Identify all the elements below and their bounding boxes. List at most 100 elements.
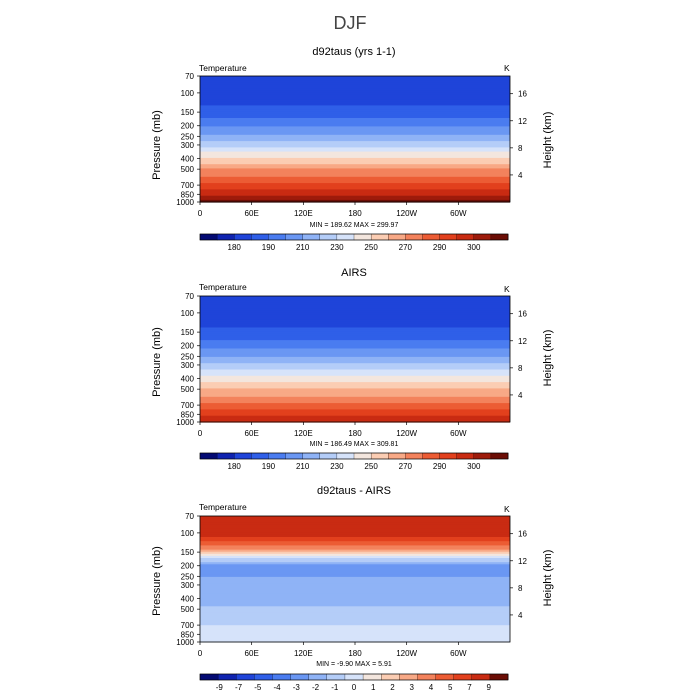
colorbar-label: 9	[487, 683, 492, 692]
contour-band	[200, 298, 510, 301]
contour-band	[200, 377, 510, 381]
contour-band	[200, 350, 510, 354]
contour-band	[200, 164, 510, 167]
colorbar-swatch	[439, 233, 458, 241]
variable-label: Temperature	[199, 502, 247, 512]
units-label: K	[504, 284, 510, 294]
contour-band	[200, 639, 510, 643]
contour-band	[200, 323, 510, 326]
contour-band	[200, 111, 510, 115]
colorbar-swatch	[199, 452, 218, 460]
contour-band	[200, 572, 510, 576]
x-tick-label: 120W	[396, 429, 417, 438]
contour-band	[200, 367, 510, 371]
contour-band	[200, 174, 510, 178]
contour-band	[200, 409, 510, 413]
contour-band	[200, 178, 510, 182]
colorbar-swatch	[370, 452, 389, 460]
y2-axis-title: Height (km)	[542, 550, 554, 607]
contour-band	[200, 380, 510, 383]
y-tick-label: 150	[181, 548, 195, 557]
y2-tick-label: 4	[518, 171, 523, 180]
colorbar-swatch	[405, 452, 423, 460]
contour-band	[200, 356, 510, 360]
y-tick-label: 700	[181, 621, 195, 630]
contour-band	[200, 361, 510, 364]
contour-band	[200, 331, 510, 335]
contour-band	[200, 522, 510, 525]
colorbar-label: -4	[273, 683, 281, 692]
contour-band	[200, 589, 510, 593]
colorbar-swatch	[439, 452, 458, 460]
colorbar-label: 190	[262, 243, 276, 252]
contour-band	[200, 637, 510, 641]
contour-band	[200, 308, 510, 312]
y2-tick-label: 12	[518, 557, 527, 566]
contour-band	[200, 602, 510, 605]
contour-band	[200, 126, 510, 130]
y-tick-label: 500	[181, 385, 195, 394]
contour-band	[200, 94, 510, 98]
colorbar-swatch	[336, 233, 355, 241]
contour-band	[200, 139, 510, 142]
contour-band	[200, 151, 510, 155]
contour-band	[200, 543, 510, 546]
contour-band	[200, 335, 510, 339]
colorbar-label: -3	[293, 683, 301, 692]
colorbar-swatch	[405, 233, 423, 241]
contour-band	[200, 576, 510, 580]
colorbar-swatch	[344, 673, 364, 681]
y2-axis-title: Height (km)	[542, 330, 554, 387]
contour-band	[200, 560, 510, 563]
contour-band	[200, 539, 510, 542]
contour-band	[200, 530, 510, 534]
contour-band	[200, 581, 510, 584]
panel-1: d92taus (yrs 1-1) Temperature K Pressure…	[151, 46, 554, 252]
units-label: K	[504, 504, 510, 514]
contour-band	[200, 574, 510, 578]
contour-band	[200, 170, 510, 174]
min-max-stats: MIN = 186.49 MAX = 309.81	[310, 441, 399, 448]
contour-band	[200, 193, 510, 197]
contour-band	[200, 415, 510, 419]
contour-band	[200, 627, 510, 630]
contour-band	[200, 145, 510, 148]
contour-band	[200, 304, 510, 308]
contour-band	[200, 153, 510, 157]
y-tick-label: 150	[181, 108, 195, 117]
contour-band	[200, 113, 510, 117]
contour-band	[200, 344, 510, 347]
x-tick-label: 180	[348, 649, 362, 658]
colorbar-swatch	[319, 452, 338, 460]
colorbar-swatch	[272, 673, 292, 681]
colorbar-label: 2	[390, 683, 395, 692]
colorbar-label: 0	[352, 683, 357, 692]
contour-band	[200, 600, 510, 603]
contour-band	[200, 549, 510, 553]
y2-axis-title: Height (km)	[542, 112, 554, 169]
contour-band	[200, 296, 510, 299]
contour-band	[200, 306, 510, 310]
colorbar-label: 300	[467, 243, 481, 252]
panel-title: AIRS	[341, 267, 367, 279]
contour-band	[200, 103, 510, 106]
contour-band	[200, 162, 510, 165]
contour-band	[200, 394, 510, 398]
colorbar-swatch	[353, 452, 372, 460]
contour-band	[200, 585, 510, 588]
contour-band	[200, 147, 510, 151]
y2-tick-label: 12	[518, 337, 527, 346]
colorbar-label: 290	[433, 462, 447, 471]
colorbar-label: 1	[371, 683, 376, 692]
contour-band	[200, 545, 510, 549]
y-axis-title: Pressure (mb)	[151, 546, 163, 616]
y-tick-label: 200	[181, 342, 195, 351]
panel-title: d92taus (yrs 1-1)	[312, 46, 395, 58]
colorbar-swatch	[285, 233, 304, 241]
x-tick-label: 120E	[294, 209, 313, 218]
contour-band	[200, 78, 510, 81]
units-label: K	[504, 63, 510, 73]
contour-band	[200, 570, 510, 574]
contour-band	[200, 120, 510, 123]
